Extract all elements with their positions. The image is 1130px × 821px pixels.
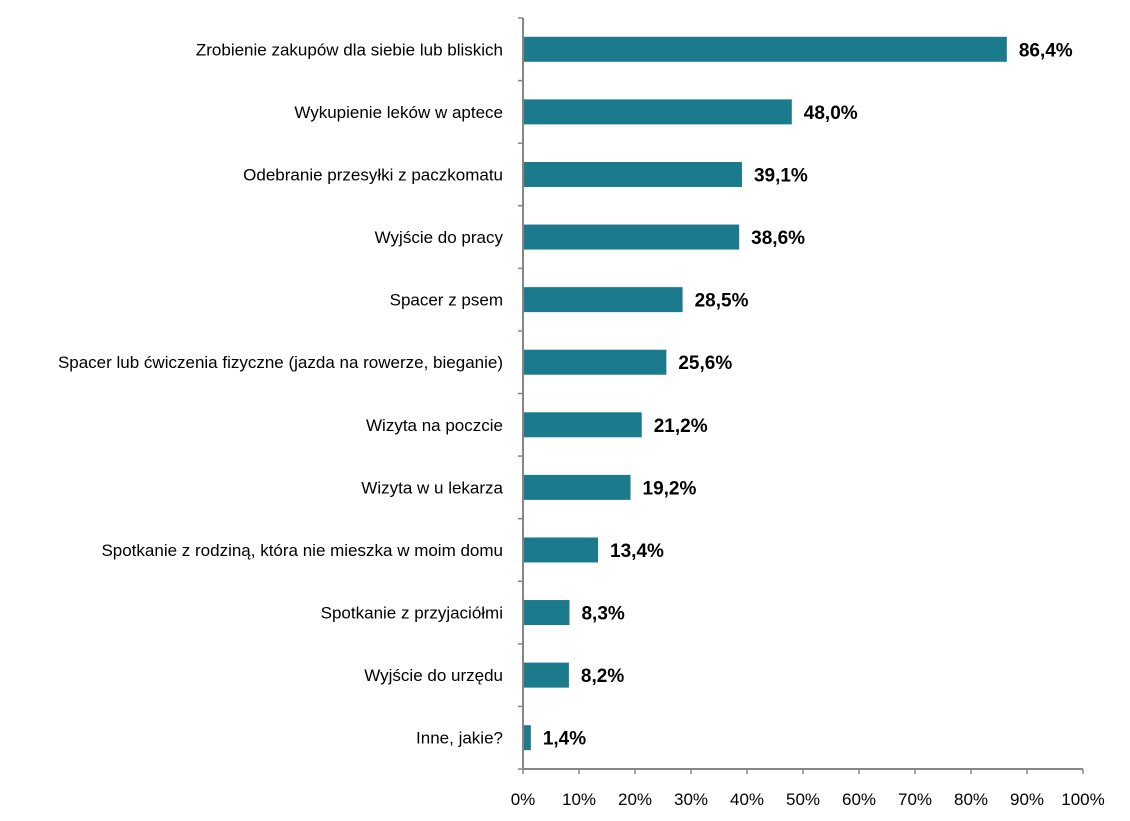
data-label: 39,1% xyxy=(754,165,808,186)
bar xyxy=(524,600,570,626)
data-label: 1,4% xyxy=(543,729,586,750)
x-tick-label: 0% xyxy=(511,790,536,809)
category-label: Wyjście do pracy xyxy=(375,228,504,247)
category-label: Odebranie przesyłki z paczkomatu xyxy=(243,165,503,184)
category-label: Spotkanie z przyjaciółmi xyxy=(321,604,503,623)
bar xyxy=(524,287,683,313)
x-tick-label: 10% xyxy=(562,790,596,809)
x-tick-label: 70% xyxy=(898,790,932,809)
category-label: Spacer z psem xyxy=(390,291,503,310)
bar xyxy=(524,349,667,375)
x-tick-label: 50% xyxy=(786,790,820,809)
bar xyxy=(524,474,631,500)
bar xyxy=(524,537,599,563)
bar xyxy=(524,224,740,250)
x-tick-label: 30% xyxy=(674,790,708,809)
data-label: 19,2% xyxy=(643,478,697,499)
bar xyxy=(524,662,569,688)
data-label: 28,5% xyxy=(695,291,749,312)
category-label: Inne, jakie? xyxy=(416,729,503,748)
bar xyxy=(524,36,1007,62)
data-label: 8,3% xyxy=(581,604,624,625)
data-label: 38,6% xyxy=(751,228,805,249)
x-tick-label: 40% xyxy=(730,790,764,809)
x-tick-label: 100% xyxy=(1061,790,1104,809)
category-label: Wizyta na poczcie xyxy=(366,416,503,435)
data-label: 21,2% xyxy=(654,416,708,437)
category-label: Spotkanie z rodziną, która nie mieszka w… xyxy=(101,541,503,560)
category-label: Spacer lub ćwiczenia fizyczne (jazda na … xyxy=(58,353,503,372)
data-label: 25,6% xyxy=(678,353,732,374)
x-tick-label: 20% xyxy=(618,790,652,809)
data-label: 8,2% xyxy=(581,666,624,687)
data-label: 48,0% xyxy=(804,103,858,124)
bar xyxy=(524,412,642,438)
x-tick-label: 90% xyxy=(1010,790,1044,809)
category-label: Wyjście do urzędu xyxy=(364,666,503,685)
bar xyxy=(524,161,742,187)
x-tick-label: 60% xyxy=(842,790,876,809)
x-tick-label: 80% xyxy=(954,790,988,809)
data-label: 13,4% xyxy=(610,541,664,562)
category-label: Wykupienie leków w aptece xyxy=(294,103,503,122)
bar xyxy=(524,725,531,751)
category-label: Zrobienie zakupów dla siebie lub bliskic… xyxy=(196,40,503,59)
category-label: Wizyta w u lekarza xyxy=(361,478,503,497)
bar xyxy=(524,99,792,125)
data-label: 86,4% xyxy=(1019,40,1073,61)
